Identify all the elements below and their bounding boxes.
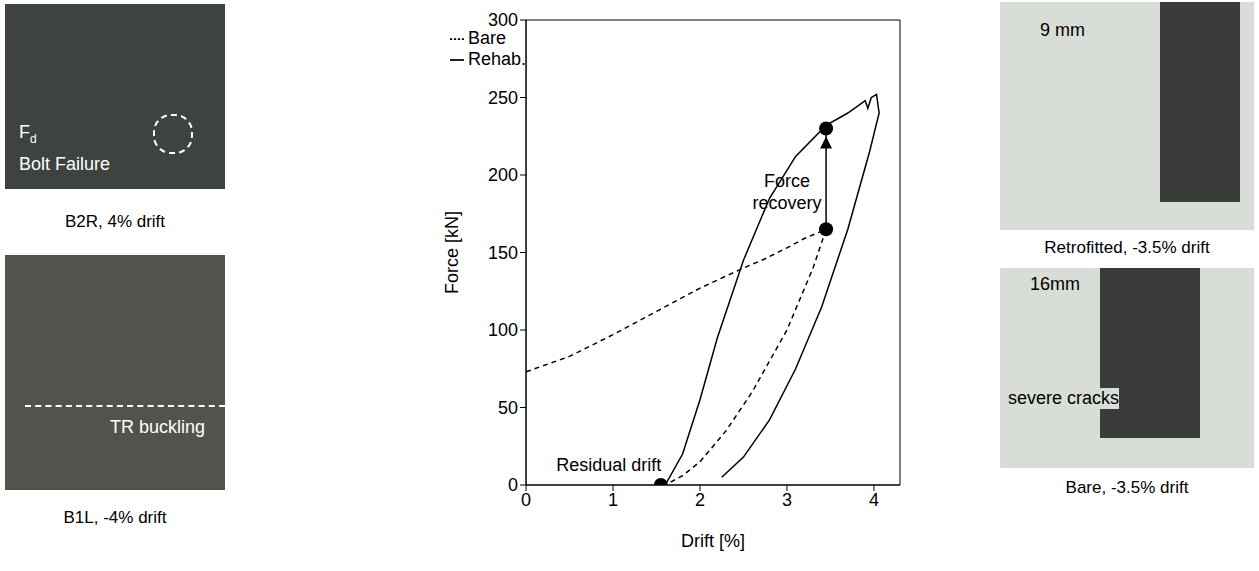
svg-text:Forcerecovery: Forcerecovery (752, 171, 821, 213)
svg-text:300: 300 (488, 10, 518, 30)
html-text:Bolt Failure: Bolt Failure (19, 154, 110, 174)
html-text:severe cracks: severe cracks (1008, 388, 1119, 408)
html-text:9 mm: 9 mm (1040, 20, 1085, 40)
html-text:Rehab.: Rehab. (468, 49, 526, 69)
html-text:B2R, 4% drift: B2R, 4% drift (64, 212, 166, 231)
svg-text:250: 250 (488, 88, 518, 108)
html-text:Retrofitted, -3.5% drift: Retrofitted, -3.5% drift (1044, 238, 1210, 257)
svg-text:Residual drift: Residual drift (556, 455, 661, 475)
svg-text:4: 4 (869, 490, 879, 510)
svg-text:100: 100 (488, 320, 518, 340)
svg-text:Drift [%]: Drift [%] (681, 531, 745, 551)
svg-text:Force [kN]: Force [kN] (442, 211, 462, 294)
svg-text:200: 200 (488, 165, 518, 185)
svg-text:50: 50 (498, 398, 518, 418)
svg-text:3: 3 (782, 490, 792, 510)
html-text:16mm: 16mm (1030, 274, 1080, 294)
html-text:B1L, -4% drift: B1L, -4% drift (63, 508, 167, 527)
svg-text:2: 2 (695, 490, 705, 510)
html-text:Fd: Fd (19, 122, 37, 146)
html-text:TR buckling: TR buckling (110, 417, 205, 437)
svg-text:0: 0 (508, 475, 518, 495)
html-text:Bare: Bare (468, 28, 506, 48)
svg-text:150: 150 (488, 243, 518, 263)
html-text:Bare, -3.5% drift: Bare, -3.5% drift (1065, 478, 1189, 497)
svg-text:1: 1 (608, 490, 618, 510)
svg-text:0: 0 (521, 490, 531, 510)
